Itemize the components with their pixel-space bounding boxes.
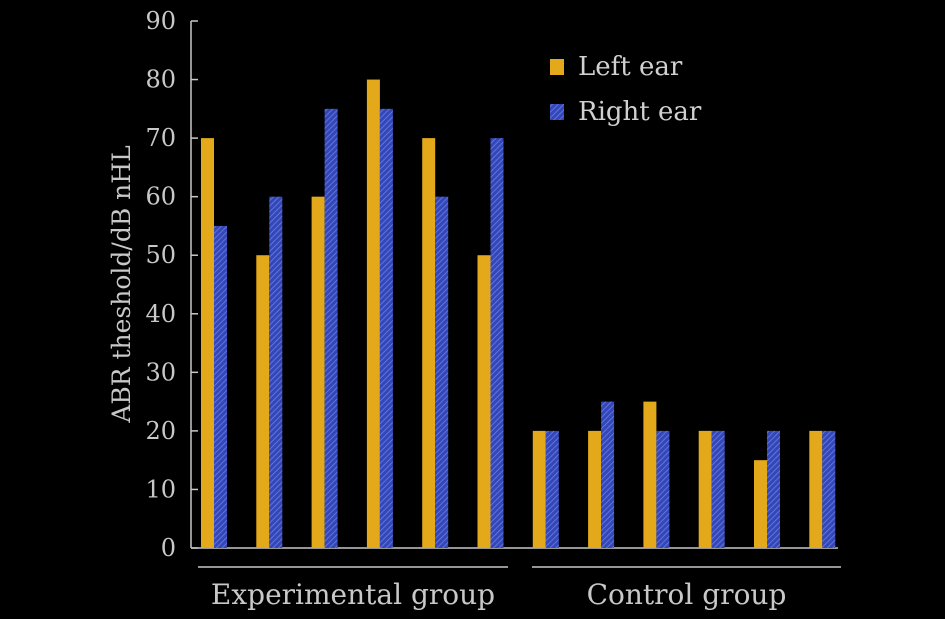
y-tick-label: 60 [145,183,176,211]
legend: Left ear Right ear [550,52,702,127]
bar-right-ear [214,225,227,548]
y-tick-label: 50 [145,241,176,269]
bar-left-ear [754,460,767,548]
bar-left-ear [532,430,546,548]
bar-left-ear [698,430,712,548]
legend-label-left-ear: Left ear [578,52,683,82]
y-tick-label: 0 [161,534,176,562]
bar-right-ear [379,108,393,548]
group-label-experimental: Experimental group [211,578,495,611]
bar-right-ear [656,430,670,548]
bar-right-ear [711,430,725,548]
bar-left-ear [809,430,823,548]
y-tick-label: 30 [145,358,176,386]
bar-right-ear [490,138,504,548]
bar-right-ear [324,108,338,548]
bar-right-ear [601,401,615,548]
y-tick-label: 80 [145,66,176,94]
legend-swatch-right-ear [550,104,564,120]
bar-left-ear [477,255,491,548]
bar-left-ear [366,79,380,549]
group-label-control: Control group [587,578,787,611]
bar-left-ear [256,255,270,548]
bar-right-ear [767,430,780,548]
bar-left-ear [422,138,436,548]
bar-right-ear [435,196,449,548]
bar-left-ear [311,196,325,548]
bar-right-ear [269,196,283,548]
bar-right-ear [545,430,559,548]
legend-label-right-ear: Right ear [578,97,702,127]
y-tick-label: 90 [145,7,176,35]
bar-right-ear [822,430,836,548]
y-axis-label: ABR theshold/dB nHL [107,145,136,423]
y-tick-label: 40 [145,300,176,328]
y-tick-label: 20 [145,417,176,445]
y-tick-label: 10 [145,475,176,503]
bar-left-ear [643,401,657,548]
y-tick-label: 70 [145,124,176,152]
legend-swatch-left-ear [550,59,564,75]
bar-left-ear [588,430,602,548]
bar-left-ear [201,138,214,548]
